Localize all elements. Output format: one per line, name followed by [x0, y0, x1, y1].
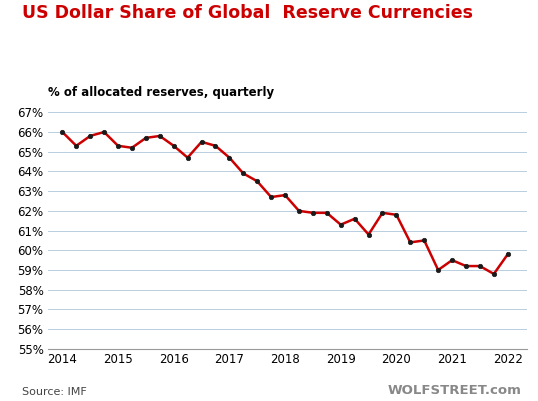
Text: % of allocated reserves, quarterly: % of allocated reserves, quarterly	[48, 86, 274, 99]
Text: WOLFSTREET.com: WOLFSTREET.com	[388, 384, 522, 397]
Text: Source: IMF: Source: IMF	[22, 387, 86, 397]
Text: US Dollar Share of Global  Reserve Currencies: US Dollar Share of Global Reserve Curren…	[22, 4, 472, 22]
